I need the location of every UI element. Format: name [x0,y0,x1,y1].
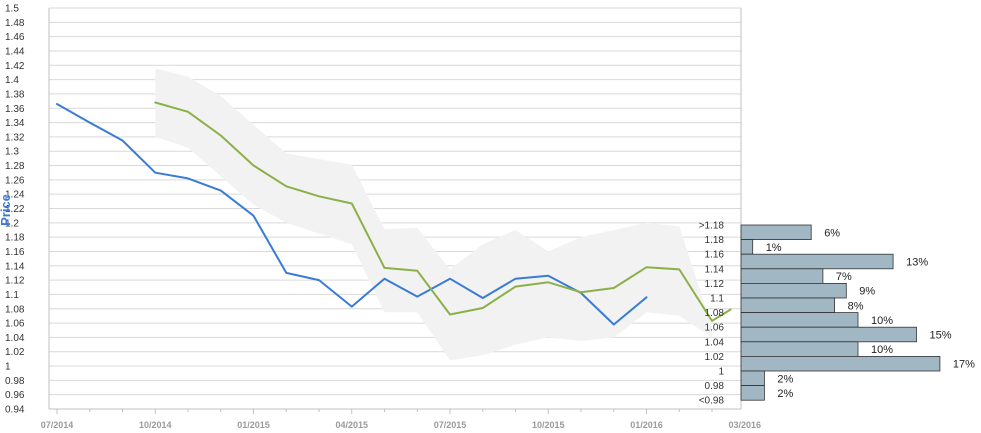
distribution-category-label: >1.18 [699,221,725,232]
y-tick-label: 0.98 [5,376,25,387]
y-tick-label: 1.42 [5,61,25,72]
distribution-category-label: 1.16 [705,250,725,261]
axes [48,8,742,414]
y-tick-label: 1.12 [5,276,25,287]
distribution-category-label: 0.98 [705,381,725,392]
distribution-pct-label: 6% [824,227,840,239]
distribution-category-label: 1.04 [705,337,725,348]
distribution-pct-label: 13% [906,257,928,269]
actual-line [56,103,648,326]
distribution-pct-label: 17% [953,359,975,371]
y-tick-label: 1.08 [5,304,25,315]
y-tick-label: 1.32 [5,132,25,143]
distribution-category-label: 1.12 [705,279,725,290]
y-tick-label: 1.02 [5,347,25,358]
y-tick-label: 1.22 [5,204,25,215]
distribution-pct-label: 7% [836,271,852,283]
x-tick-label: 07/2015 [434,420,467,430]
distribution-pct-label: 10% [871,344,893,356]
distribution-pct-label: 1% [766,242,782,254]
series-lines [56,101,732,326]
y-tick-label: 1.5 [5,4,19,15]
distribution-bar [740,268,824,284]
forecast-band [155,68,713,361]
y-tick-label: 0.96 [5,390,25,401]
y-tick-label: 1.04 [5,333,25,344]
distribution-bars: >1.18 1.18 1.16 1.14 1.12 1.1 1.08 1.06 1.04 1.02… [699,221,975,407]
y-tick-label: 1.48 [5,18,25,29]
distribution-category-label: 1.18 [705,235,725,246]
x-tick-label: 10/2014 [139,420,172,430]
y-tick-label: 1.26 [5,175,25,186]
distribution-bar [740,282,847,299]
x-tick-label: 04/2015 [335,420,368,430]
y-tick-label: 1.14 [5,261,25,272]
y-tick-label: 1.2 [5,218,19,229]
y-tick-label: 0.94 [5,405,25,416]
distribution-pct-label: 2% [777,388,793,400]
distribution-pct-label: 2% [777,373,793,385]
distribution-category-label: 1.1 [710,294,724,305]
grid-lines [49,7,741,410]
y-tick-label: 1.24 [5,190,25,201]
y-tick-label: 1.4 [5,75,19,86]
forecast-line [154,101,732,322]
distribution-bar [740,253,894,270]
x-tick-label: 10/2015 [532,420,565,430]
y-tick-label: 1.3 [5,147,19,158]
tick-labels: 1.5 1.48 1.46 1.44 1.42 1.4 1.38 1.36 1.34 1.32 1.… [5,4,761,431]
distribution-bar [740,239,754,255]
distribution-pct-label: 8% [848,300,864,312]
y-tick-label: 1.18 [5,233,25,244]
distribution-bar [740,312,859,328]
distribution-bar [740,224,812,241]
x-tick-label: 01/2015 [237,420,270,430]
distribution-category-label: 1.08 [705,308,725,319]
distribution-pct-label: 9% [859,286,875,298]
x-tick-label: 07/2014 [41,420,74,430]
x-tick-label: 03/2016 [728,420,761,430]
distribution-bar [740,355,941,372]
y-tick-label: 1.44 [5,46,25,57]
distribution-category-label: <0.98 [699,396,725,407]
y-tick-label: 1.38 [5,89,25,100]
distribution-category-label: 1.14 [705,264,725,275]
y-tick-label: 1 [5,362,11,373]
y-axis-label: Price [0,194,13,226]
distribution-bar [740,326,917,343]
y-tick-label: 1.1 [5,290,19,301]
y-tick-label: 1.16 [5,247,25,258]
distribution-pct-label: 10% [871,315,893,327]
distribution-category-label: 1.06 [705,323,725,334]
y-tick-label: 1.36 [5,104,25,115]
y-tick-label: 1.34 [5,118,25,129]
distribution-pct-label: 15% [930,330,952,342]
distribution-category-label: 1.02 [705,352,725,363]
forecast-band-group [155,68,713,361]
distribution-bar [740,341,859,357]
y-tick-label: 1.28 [5,161,25,172]
y-tick-label: 1.46 [5,32,25,43]
y-tick-label: 1.06 [5,319,25,330]
distribution-bar [740,370,765,387]
x-tick-label: 01/2016 [630,420,663,430]
distribution-bar [740,385,765,401]
distribution-bar [740,297,835,314]
distribution-category-label: 1 [718,367,724,378]
